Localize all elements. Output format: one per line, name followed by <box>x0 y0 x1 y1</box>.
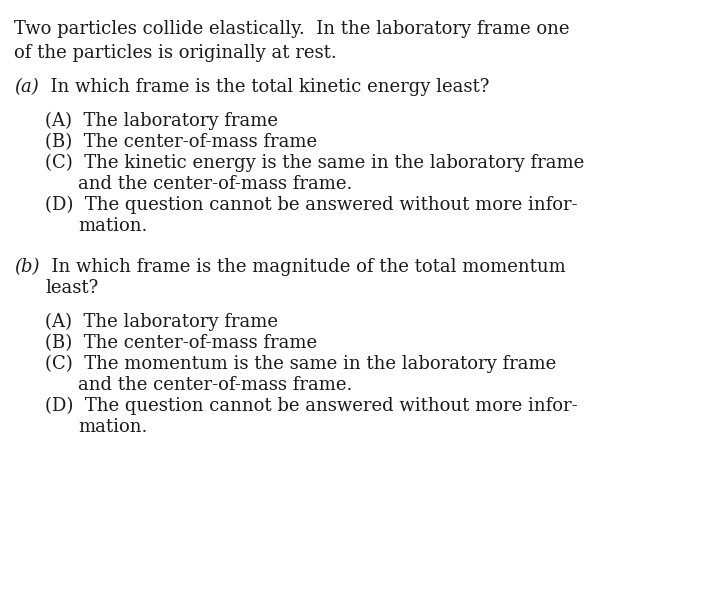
Text: (A)  The laboratory frame: (A) The laboratory frame <box>45 112 278 131</box>
Text: (a): (a) <box>14 78 39 96</box>
Text: mation.: mation. <box>78 418 147 436</box>
Text: least?: least? <box>45 279 98 297</box>
Text: (D)  The question cannot be answered without more infor-: (D) The question cannot be answered with… <box>45 196 577 214</box>
Text: of the particles is originally at rest.: of the particles is originally at rest. <box>14 44 337 62</box>
Text: In which frame is the magnitude of the total momentum: In which frame is the magnitude of the t… <box>39 258 565 276</box>
Text: and the center-of-mass frame.: and the center-of-mass frame. <box>78 376 352 394</box>
Text: (A)  The laboratory frame: (A) The laboratory frame <box>45 313 278 331</box>
Text: (C)  The momentum is the same in the laboratory frame: (C) The momentum is the same in the labo… <box>45 355 556 373</box>
Text: In which frame is the total kinetic energy least?: In which frame is the total kinetic ener… <box>39 78 489 96</box>
Text: mation.: mation. <box>78 217 147 235</box>
Text: (D)  The question cannot be answered without more infor-: (D) The question cannot be answered with… <box>45 397 577 415</box>
Text: (B)  The center-of-mass frame: (B) The center-of-mass frame <box>45 133 317 151</box>
Text: (b): (b) <box>14 258 39 276</box>
Text: (B)  The center-of-mass frame: (B) The center-of-mass frame <box>45 334 317 352</box>
Text: (C)  The kinetic energy is the same in the laboratory frame: (C) The kinetic energy is the same in th… <box>45 154 585 172</box>
Text: and the center-of-mass frame.: and the center-of-mass frame. <box>78 175 352 193</box>
Text: Two particles collide elastically.  In the laboratory frame one: Two particles collide elastically. In th… <box>14 20 569 38</box>
